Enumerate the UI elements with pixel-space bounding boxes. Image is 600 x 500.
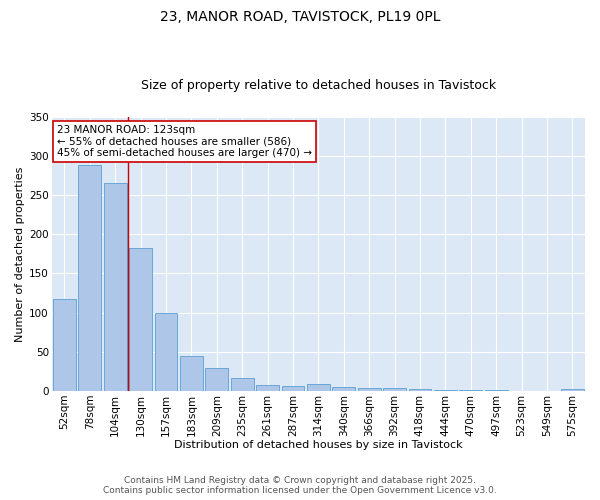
Bar	[358, 388, 380, 391]
Text: 23 MANOR ROAD: 123sqm
← 55% of detached houses are smaller (586)
45% of semi-det: 23 MANOR ROAD: 123sqm ← 55% of detached …	[57, 125, 312, 158]
Bar	[205, 368, 228, 391]
Bar	[383, 388, 406, 391]
Bar	[281, 386, 304, 391]
X-axis label: Distribution of detached houses by size in Tavistock: Distribution of detached houses by size …	[174, 440, 463, 450]
Bar	[180, 356, 203, 391]
Bar	[434, 390, 457, 391]
Bar	[155, 314, 178, 391]
Bar	[256, 386, 279, 391]
Y-axis label: Number of detached properties: Number of detached properties	[15, 166, 25, 342]
Text: 23, MANOR ROAD, TAVISTOCK, PL19 0PL: 23, MANOR ROAD, TAVISTOCK, PL19 0PL	[160, 10, 440, 24]
Bar	[307, 384, 330, 391]
Bar	[79, 166, 101, 391]
Bar	[231, 378, 254, 391]
Bar	[104, 184, 127, 391]
Bar	[129, 248, 152, 391]
Bar	[409, 388, 431, 391]
Text: Contains HM Land Registry data © Crown copyright and database right 2025.
Contai: Contains HM Land Registry data © Crown c…	[103, 476, 497, 495]
Bar	[485, 390, 508, 391]
Bar	[53, 298, 76, 391]
Bar	[561, 390, 584, 391]
Bar	[459, 390, 482, 391]
Title: Size of property relative to detached houses in Tavistock: Size of property relative to detached ho…	[141, 79, 496, 92]
Bar	[332, 387, 355, 391]
